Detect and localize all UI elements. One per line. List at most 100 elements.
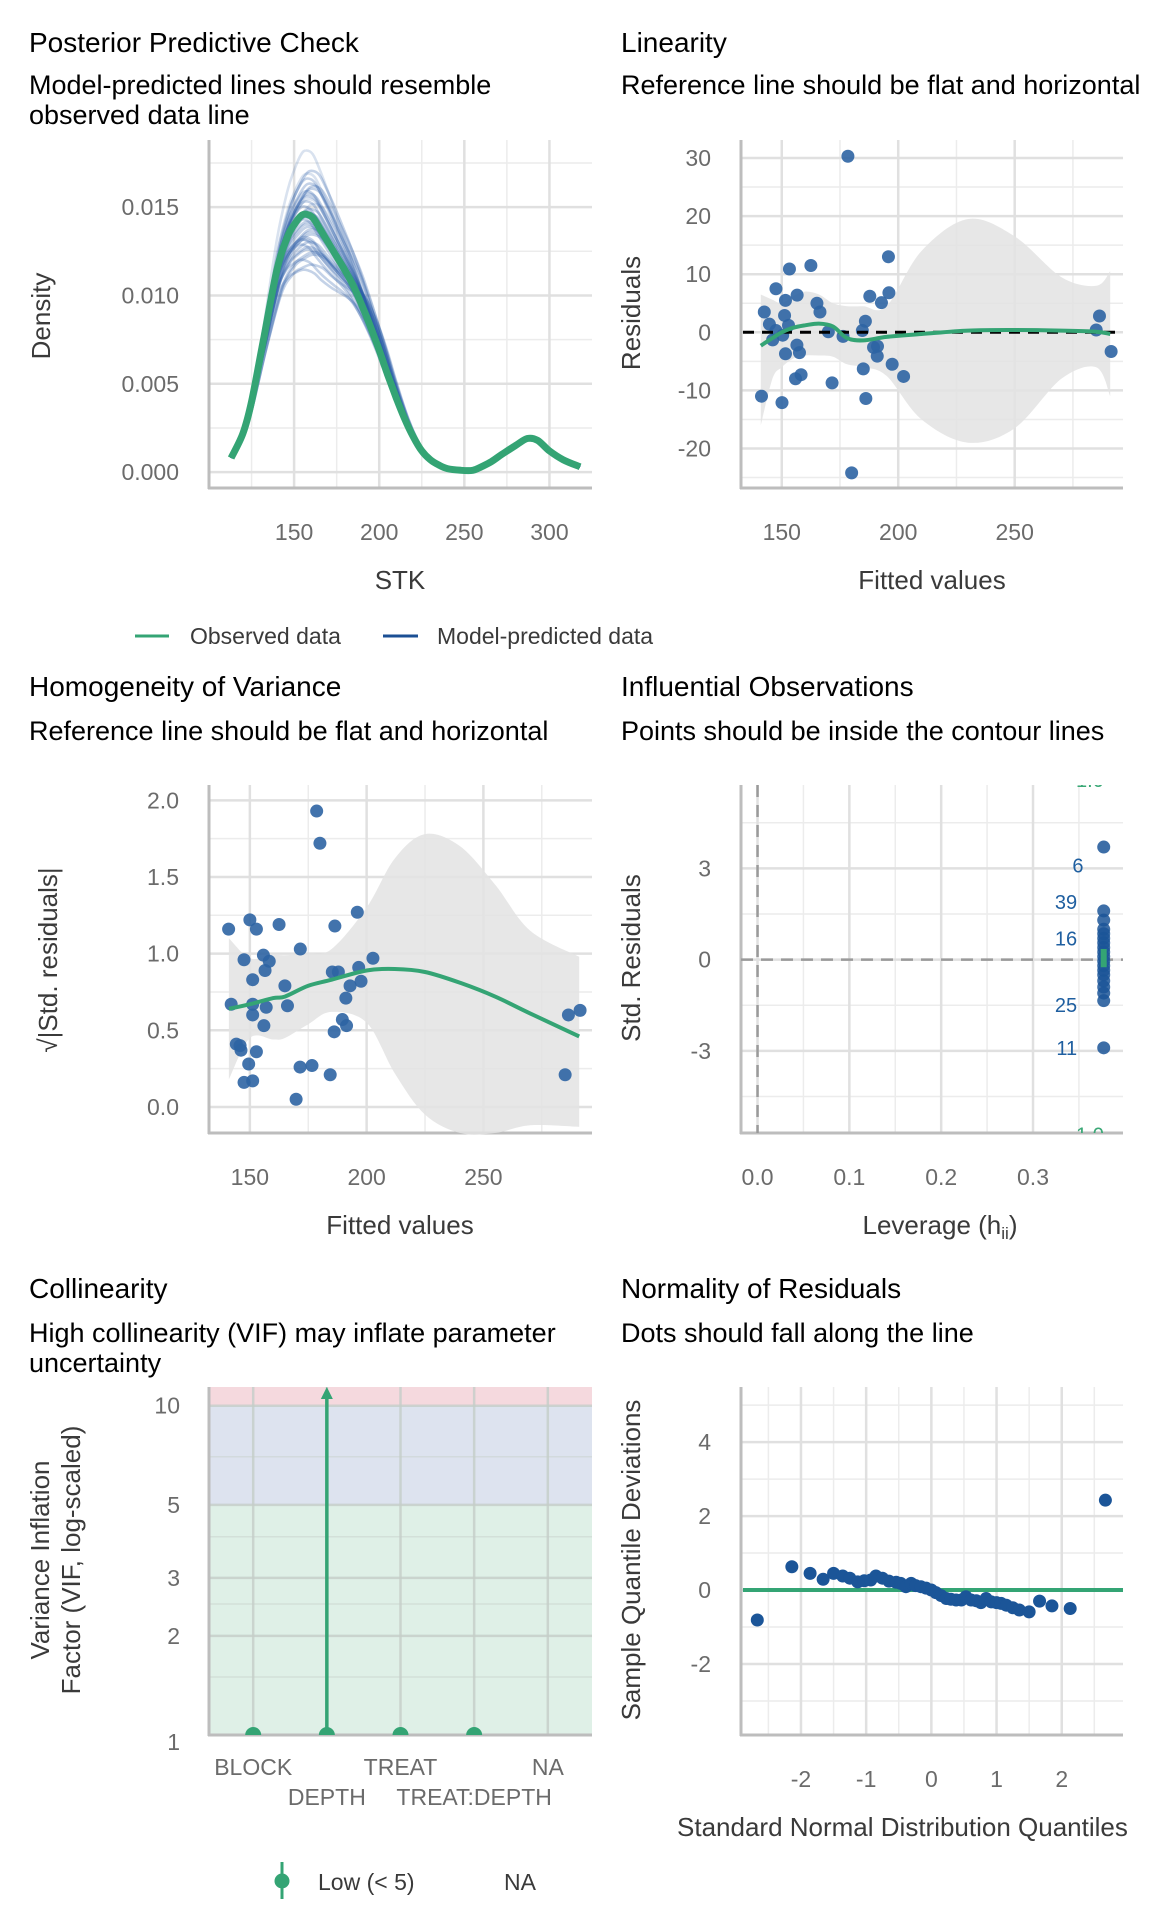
- data-point: [855, 324, 869, 338]
- panel-influential-observations: Influential Observations Points should b…: [616, 671, 1123, 1243]
- arrow-up-icon: [320, 1387, 333, 1399]
- loess-line: [228, 966, 581, 1039]
- y-axis-title: Density: [26, 273, 56, 360]
- x-tick-label: BLOCK: [214, 1754, 293, 1780]
- x-tick-label: 1: [990, 1766, 1003, 1792]
- x-axis-title: STK: [375, 565, 426, 595]
- data-point: [222, 922, 236, 936]
- data-point: [310, 804, 324, 818]
- data-point: [874, 296, 888, 310]
- y-tick-label: 2: [167, 1623, 180, 1649]
- contour-label: 1.0: [1076, 770, 1104, 792]
- contour-label: 1.0: [1076, 1125, 1104, 1147]
- x-axis-title-main: Leverage (h: [863, 1210, 1002, 1240]
- plot-area: [739, 785, 1123, 1135]
- subtitle-line: Points should be inside the contour line…: [621, 716, 1104, 746]
- y-axis-title: √|Std. residuals|: [33, 867, 63, 1052]
- cook-distance-marker: [1100, 948, 1107, 968]
- data-point: [804, 258, 818, 272]
- plot-area: [207, 140, 592, 490]
- y-tick-label: -2: [691, 1651, 711, 1677]
- data-point: [1097, 1041, 1111, 1055]
- x-tick-label: -1: [856, 1766, 876, 1792]
- data-point: [1098, 1493, 1112, 1507]
- data-point: [1045, 1599, 1059, 1613]
- y-tick-label: 1.0: [147, 941, 179, 967]
- point-label: 6: [1072, 855, 1083, 877]
- data-point: [1033, 1594, 1047, 1608]
- data-point: [1097, 840, 1111, 854]
- y-axis-title: Std. Residuals: [616, 874, 646, 1042]
- data-point: [778, 293, 792, 307]
- vif-point: [318, 1727, 335, 1735]
- vif-point: [392, 1727, 409, 1735]
- y-tick-label: 20: [685, 203, 711, 229]
- data-point: [246, 1008, 260, 1022]
- data-point: [366, 951, 380, 965]
- data-point: [1097, 904, 1111, 918]
- panel-subtitle: Dots should fall along the line: [621, 1318, 974, 1348]
- vif-point: [466, 1727, 483, 1735]
- data-point: [863, 289, 877, 303]
- y-axis-title-line-2: Factor (VIF, log-scaled): [56, 1426, 86, 1695]
- data-point: [257, 1019, 271, 1033]
- observed-data-line: [227, 210, 582, 475]
- plot-area: [739, 1387, 1123, 1737]
- x-tick-label: 0: [925, 1766, 938, 1792]
- y-tick-label: -20: [678, 435, 711, 461]
- x-axis-title: Standard Normal Distribution Quantiles: [677, 1812, 1128, 1842]
- panel-linearity: Linearity Reference line should be flat …: [616, 27, 1140, 595]
- x-tick-label: 250: [464, 1164, 502, 1190]
- panel-subtitle: Reference line should be flat and horizo…: [621, 70, 1140, 100]
- data-point: [757, 305, 771, 319]
- data-point: [754, 389, 768, 403]
- x-tick-label: 0.2: [925, 1164, 957, 1190]
- panel-subtitle: Reference line should be flat and horizo…: [29, 716, 548, 746]
- x-tick-label: 250: [445, 519, 483, 545]
- x-axis-title: Leverage (hii): [863, 1210, 1018, 1243]
- x-tick-label: 150: [231, 1164, 269, 1190]
- data-point: [1104, 344, 1118, 358]
- y-tick-label: 0.000: [121, 459, 179, 485]
- y-tick-label: 4: [698, 1429, 711, 1455]
- point-label: 25: [1055, 995, 1077, 1017]
- data-point: [293, 942, 307, 956]
- y-tick-label: 0.015: [121, 194, 179, 220]
- x-tick-label: 300: [530, 519, 568, 545]
- data-point: [750, 1613, 764, 1627]
- subtitle-line: uncertainty: [29, 1348, 162, 1378]
- data-point: [328, 919, 342, 933]
- data-point: [313, 836, 327, 850]
- confidence-band: [760, 218, 1111, 443]
- x-tick-label: TREAT:DEPTH: [396, 1784, 551, 1810]
- legend-low-label: Low (< 5): [318, 1869, 415, 1895]
- data-point: [856, 362, 870, 376]
- panel-subtitle: Points should be inside the contour line…: [621, 716, 1104, 746]
- legend: Observed data Model-predicted data: [135, 623, 653, 649]
- x-tick-label: 0.3: [1017, 1164, 1049, 1190]
- data-point: [881, 250, 895, 264]
- data-point: [249, 922, 263, 936]
- data-point: [293, 1060, 307, 1074]
- y-tick-label: 0: [698, 1577, 711, 1603]
- y-tick-label: 10: [685, 261, 711, 287]
- panel-title: Posterior Predictive Check: [29, 27, 360, 58]
- panel-posterior-predictive-check: Posterior Predictive Check Model-predict…: [26, 27, 653, 649]
- data-point: [242, 1057, 256, 1071]
- data-point: [1022, 1605, 1036, 1619]
- data-point: [870, 349, 884, 363]
- y-tick-label: -10: [678, 377, 711, 403]
- data-point: [558, 1068, 572, 1082]
- data-point: [859, 392, 873, 406]
- data-point: [343, 979, 357, 993]
- data-point: [1063, 1602, 1077, 1616]
- panel-title: Homogeneity of Variance: [29, 671, 341, 702]
- data-point: [885, 357, 899, 371]
- data-point: [1012, 1603, 1026, 1617]
- y-tick-label: 3: [167, 1565, 180, 1591]
- data-point: [825, 376, 839, 390]
- y-tick-label: -3: [691, 1038, 711, 1064]
- x-tick-label: 0.0: [742, 1164, 774, 1190]
- data-point: [305, 1059, 319, 1073]
